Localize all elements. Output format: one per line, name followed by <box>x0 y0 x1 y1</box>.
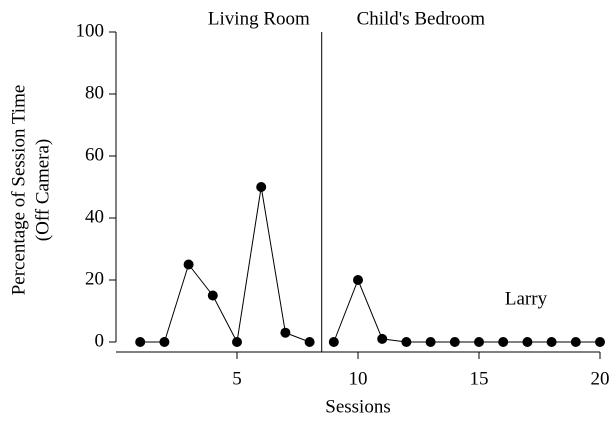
data-point <box>353 275 363 285</box>
y-axis-label: Percentage of Session Time <box>8 85 29 296</box>
data-point <box>328 337 339 347</box>
y-tick-label: 20 <box>85 268 104 289</box>
data-point <box>183 259 194 270</box>
data-point <box>498 337 509 347</box>
phase-label: Child's Bedroom <box>357 8 486 29</box>
data-point <box>449 337 460 347</box>
data-point <box>546 337 557 347</box>
x-axis-label: Sessions <box>325 396 390 417</box>
x-tick-label: 5 <box>232 368 242 389</box>
data-point <box>425 337 436 347</box>
data-point <box>401 337 412 347</box>
data-point <box>522 337 533 347</box>
y-axis-label: (Off Camera) <box>32 139 53 242</box>
y-tick-label: 80 <box>85 82 104 103</box>
data-point <box>256 182 267 192</box>
y-tick-label: 40 <box>85 206 104 227</box>
data-point <box>595 337 605 347</box>
data-point <box>570 337 581 347</box>
y-tick-label: 60 <box>85 144 104 165</box>
data-point <box>207 290 218 301</box>
data-point <box>135 337 146 347</box>
x-tick-label: 20 <box>591 368 610 389</box>
x-tick-label: 15 <box>470 368 489 389</box>
line <box>333 278 600 343</box>
data-point <box>159 337 170 347</box>
annotation: Larry <box>505 288 548 309</box>
phase-label: Living Room <box>208 8 310 29</box>
data-point <box>232 337 242 347</box>
y-tick-label: 0 <box>95 330 105 351</box>
x-tick-label: 10 <box>349 368 368 389</box>
data-point <box>474 337 484 347</box>
data-point <box>304 337 315 347</box>
y-tick-label: 100 <box>76 20 105 41</box>
data-point <box>377 333 388 344</box>
line <box>140 186 310 344</box>
data-point <box>280 327 291 338</box>
